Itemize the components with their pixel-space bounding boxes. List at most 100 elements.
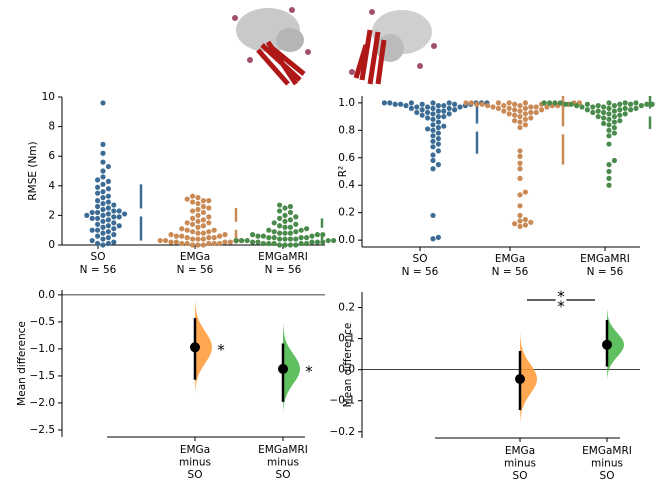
swarm-point xyxy=(430,166,435,171)
swarm-point xyxy=(90,228,95,233)
swarm-point xyxy=(100,182,105,187)
swarm-point xyxy=(441,124,446,129)
y-tick-label: 0.2 xyxy=(338,207,355,219)
swarm-point xyxy=(282,205,287,210)
swarm-point xyxy=(222,232,227,237)
swarm-point xyxy=(528,115,533,120)
swarm-point xyxy=(106,199,111,204)
swarm-point xyxy=(585,102,590,107)
swarm-point xyxy=(528,110,533,115)
x-tick-label: EMGaMRI xyxy=(582,445,632,457)
swarm-point xyxy=(436,162,441,167)
swarm-point xyxy=(517,213,522,218)
swarm-point xyxy=(106,235,111,240)
swarm-point xyxy=(552,100,557,105)
swarm-point xyxy=(436,235,441,240)
swarm-point xyxy=(100,195,105,200)
mean-dot xyxy=(515,374,525,384)
x-tick-note: N = 56 xyxy=(80,264,117,276)
swarm-point xyxy=(606,122,611,127)
y-tick-label: 0.8 xyxy=(338,124,355,136)
swarm-point xyxy=(277,242,282,247)
skull-left xyxy=(232,7,311,84)
swarm-point xyxy=(517,161,522,166)
swarm-point xyxy=(117,214,122,219)
swarm-point xyxy=(612,125,617,130)
swarm-point xyxy=(617,107,622,112)
swarm-point xyxy=(612,103,617,108)
swarm-point xyxy=(266,228,271,233)
swarm-point xyxy=(585,107,590,112)
swarm-point xyxy=(111,226,116,231)
y-tick-label: 0.6 xyxy=(338,152,355,164)
page: {"chart_data": [ {"type": "swarm", "ylab… xyxy=(0,0,655,487)
swarm-point xyxy=(539,107,544,112)
swarm-point xyxy=(425,110,430,115)
swarm-point xyxy=(490,104,495,109)
swarm-point xyxy=(569,102,574,107)
swarm-point xyxy=(106,241,111,246)
swarm-point xyxy=(574,103,579,108)
y-tick-label: 0.0 xyxy=(38,289,55,301)
swarm-point xyxy=(606,128,611,133)
swarm-point xyxy=(425,104,430,109)
swarm-point xyxy=(512,118,517,123)
y-tick-label: −1.0 xyxy=(30,343,56,355)
swarm-point xyxy=(179,234,184,239)
swarm-point xyxy=(420,102,425,107)
y-axis-label: R² xyxy=(337,166,349,178)
swarm-point xyxy=(517,176,522,181)
swarm-point xyxy=(398,102,403,107)
swarm-point xyxy=(106,194,111,199)
swarm-point xyxy=(90,238,95,243)
swarm-point xyxy=(206,205,211,210)
swarm-point xyxy=(255,234,260,239)
swarm-point xyxy=(430,213,435,218)
swarm-point xyxy=(447,111,452,116)
bracket-label: * xyxy=(557,298,565,316)
swarm-point xyxy=(95,228,100,233)
swarm-point xyxy=(501,103,506,108)
swarm-point xyxy=(596,114,601,119)
swarm-point xyxy=(111,214,116,219)
swarm-point xyxy=(430,144,435,149)
swarm-point xyxy=(239,238,244,243)
y-tick-label: −1.5 xyxy=(30,370,56,382)
x-tick-note: N = 56 xyxy=(402,266,439,278)
swarm-point xyxy=(507,106,512,111)
swarm-point xyxy=(288,210,293,215)
swarm-point xyxy=(579,104,584,109)
swarm-point xyxy=(528,104,533,109)
swarm-point xyxy=(95,216,100,221)
swarm-point xyxy=(601,104,606,109)
swarm-point xyxy=(425,115,430,120)
x-tick-label: SO xyxy=(91,251,106,263)
swarm-point xyxy=(612,109,617,114)
x-tick-label: EMGaMRI xyxy=(258,444,308,456)
swarm-point xyxy=(474,102,479,107)
swarm-point xyxy=(606,141,611,146)
swarm-point xyxy=(95,177,100,182)
swarm-point xyxy=(206,220,211,225)
swarm-point xyxy=(217,234,222,239)
swarm-point xyxy=(523,106,528,111)
swarm-point xyxy=(282,219,287,224)
swarm-point xyxy=(106,217,111,222)
swarm-point xyxy=(195,213,200,218)
y-tick-label: 10 xyxy=(42,91,55,103)
swarm-point xyxy=(206,198,211,203)
swarm-point xyxy=(606,162,611,167)
swarm-point xyxy=(168,239,173,244)
swarm-point xyxy=(277,231,282,236)
swarm-point xyxy=(95,204,100,209)
swarm-point xyxy=(100,151,105,156)
swarm-point xyxy=(517,154,522,159)
swarm-point xyxy=(507,111,512,116)
swarm-point xyxy=(299,228,304,233)
swarm-point xyxy=(430,106,435,111)
swarm-point xyxy=(277,208,282,213)
swarm-point xyxy=(190,208,195,213)
swarm-point xyxy=(523,117,528,122)
swarm-point xyxy=(111,220,116,225)
swarm-point xyxy=(250,239,255,244)
